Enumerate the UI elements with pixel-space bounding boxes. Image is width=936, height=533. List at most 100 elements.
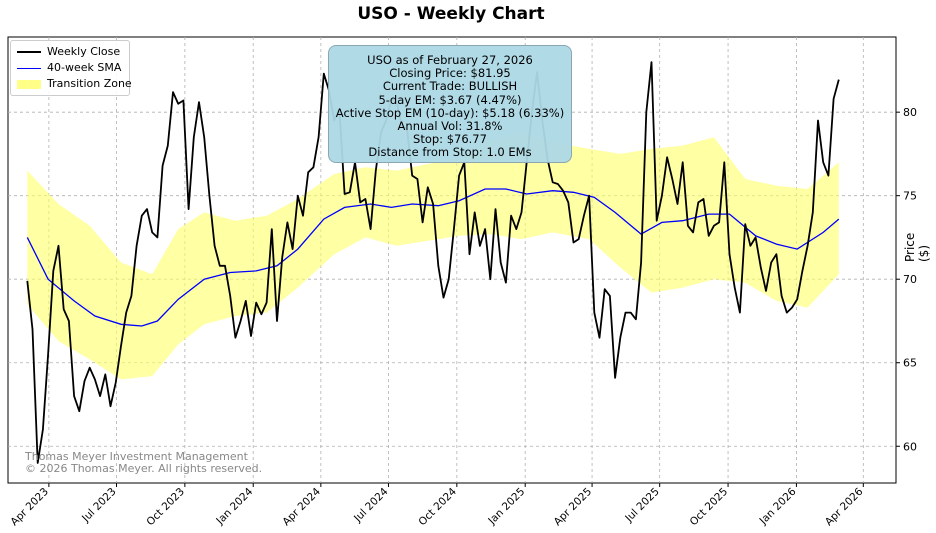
info-box: USO as of February 27, 2026 Closing Pric…	[328, 45, 572, 163]
sma-point	[484, 188, 486, 190]
weekly-close-point	[666, 156, 668, 158]
weekly-close-point	[224, 265, 226, 267]
weekly-close-point	[208, 194, 210, 196]
weekly-close-point	[718, 221, 720, 223]
y-tick-label: 80	[903, 106, 917, 119]
weekly-close-point	[734, 286, 736, 288]
weekly-close-point	[630, 311, 632, 313]
weekly-close-point	[770, 261, 772, 263]
sma-point	[276, 265, 278, 267]
weekly-close-point	[213, 245, 215, 247]
weekly-close-point	[151, 231, 153, 233]
x-tick-label: Apr 2023	[8, 486, 51, 529]
y-tick-label: 60	[903, 440, 917, 453]
weekly-close-point	[713, 225, 715, 227]
info-line-as-of: USO as of February 27, 2026	[367, 53, 533, 67]
weekly-close-point	[234, 336, 236, 338]
y-tick-label: 75	[903, 190, 917, 203]
weekly-close-point	[193, 136, 195, 138]
weekly-close-point	[801, 270, 803, 272]
sma-point	[796, 248, 798, 250]
weekly-close-point	[239, 320, 241, 322]
sma-point	[229, 272, 231, 274]
weekly-close-point	[437, 265, 439, 267]
weekly-close-point	[739, 311, 741, 313]
weekly-close-point	[520, 211, 522, 213]
weekly-close-point	[796, 298, 798, 300]
weekly-close-point	[786, 311, 788, 313]
weekly-close-point	[832, 98, 834, 100]
sma-point	[708, 213, 710, 215]
weekly-close-point	[115, 382, 117, 384]
info-line-annual-vol: Annual Vol: 31.8%	[397, 119, 503, 134]
weekly-close-point	[57, 245, 59, 247]
weekly-close-point	[52, 270, 54, 272]
sma-point	[255, 270, 257, 272]
weekly-close-point	[827, 174, 829, 176]
weekly-close-point	[416, 178, 418, 180]
info-line-current-trade: Current Trade: BULLISH	[382, 79, 518, 94]
weekly-close-point	[369, 228, 371, 230]
weekly-close-point	[302, 215, 304, 217]
weekly-close-point	[99, 395, 101, 397]
weekly-close-point	[349, 191, 351, 193]
weekly-close-point	[271, 228, 273, 230]
weekly-close-point	[427, 186, 429, 188]
x-axis-ticks: Apr 2023 Jul 2023 Oct 2023 Jan 2024 Apr 2024…	[8, 483, 866, 529]
weekly-close-point	[297, 194, 299, 196]
weekly-close-point	[760, 266, 762, 268]
weekly-close-point	[359, 201, 361, 203]
legend-swatch-weekly-close	[17, 51, 41, 53]
weekly-close-point	[135, 245, 137, 247]
weekly-close-line	[26, 61, 840, 464]
weekly-close-point	[94, 378, 96, 380]
weekly-close-point	[229, 295, 231, 297]
weekly-close-point	[702, 198, 704, 200]
weekly-close-point	[68, 320, 70, 322]
weekly-close-point	[120, 345, 122, 347]
weekly-close-point	[89, 367, 91, 369]
sma-point	[120, 323, 122, 325]
weekly-close-point	[260, 313, 262, 315]
weekly-close-point	[447, 278, 449, 280]
sma-point	[297, 248, 299, 250]
info-line-closing-price: Closing Price: $81.95	[389, 66, 511, 81]
weekly-close-point	[291, 248, 293, 250]
legend-label-transition-zone: Transition Zone	[47, 77, 132, 90]
weekly-close-point	[146, 208, 148, 210]
weekly-close-point	[780, 295, 782, 297]
weekly-close-point	[364, 198, 366, 200]
weekly-close-point	[812, 211, 814, 213]
info-line-5day-em: 5-day EM: $3.67 (4.47%)	[378, 92, 522, 107]
weekly-close-point	[281, 256, 283, 258]
weekly-close-point	[104, 373, 106, 375]
x-tick-label: Jul 2023	[79, 486, 118, 525]
weekly-close-point	[510, 215, 512, 217]
weekly-close-point	[499, 261, 501, 263]
legend-label-weekly-close: Weekly Close	[47, 45, 121, 58]
weekly-close-point	[650, 61, 652, 63]
sma-point	[552, 190, 554, 192]
sma-point	[505, 188, 507, 190]
weekly-close-point	[614, 377, 616, 379]
sma-point	[370, 203, 372, 205]
sma-point	[838, 218, 840, 220]
weekly-close-point	[749, 245, 751, 247]
x-tick-label: Apr 2026	[823, 485, 866, 528]
sma-point	[141, 325, 143, 327]
weekly-close-point	[635, 318, 637, 320]
weekly-close-point	[505, 281, 507, 283]
weekly-close-point	[198, 101, 200, 103]
x-tick-label: Jan 2026	[757, 485, 799, 527]
y-axis-label: Price ($)	[903, 232, 931, 262]
x-tick-label: Oct 2025	[688, 486, 731, 529]
weekly-close-point	[817, 119, 819, 121]
weekly-close-point	[656, 220, 658, 222]
weekly-close-point	[276, 320, 278, 322]
sma-point	[344, 206, 346, 208]
watermark-line-1: Thomas Meyer Investment Management	[25, 450, 248, 463]
weekly-close-point	[432, 203, 434, 205]
legend-item-transition-zone: Transition Zone	[17, 76, 132, 92]
weekly-close-point	[557, 183, 559, 185]
sma-point	[526, 193, 528, 195]
